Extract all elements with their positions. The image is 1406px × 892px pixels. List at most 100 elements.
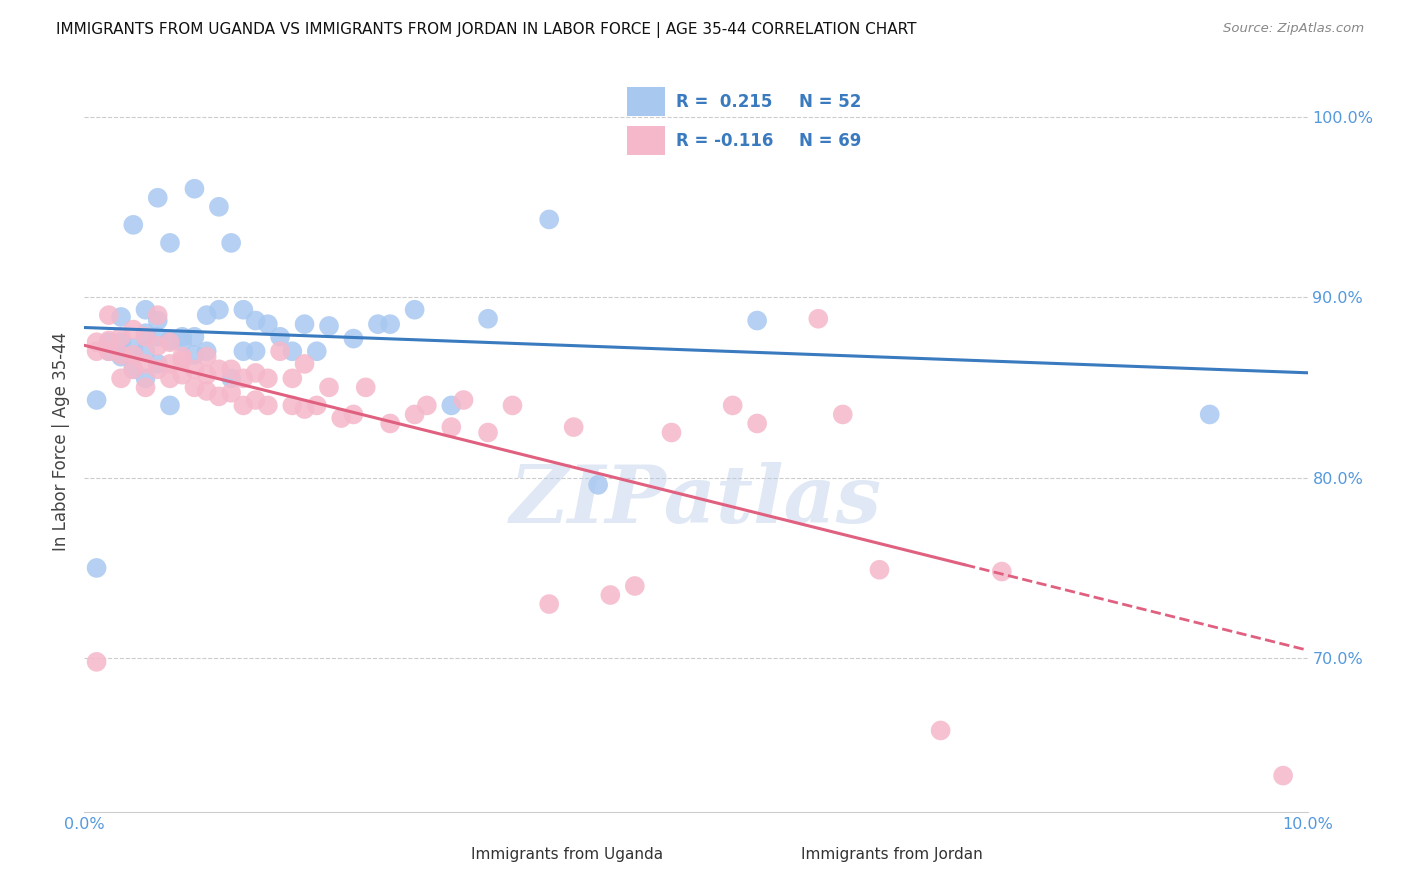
Point <box>146 191 169 205</box>
Point <box>86 344 108 359</box>
Point <box>208 302 231 317</box>
Point <box>159 357 181 371</box>
Point <box>195 368 218 382</box>
Point <box>624 579 647 593</box>
Point <box>219 371 242 385</box>
Point <box>232 399 254 413</box>
Point <box>135 357 157 371</box>
Point <box>122 341 145 355</box>
Point <box>97 344 120 359</box>
Point <box>245 366 267 380</box>
Point <box>122 348 145 362</box>
Y-axis label: In Labor Force | Age 35-44: In Labor Force | Age 35-44 <box>52 332 70 551</box>
Point <box>281 344 304 359</box>
Point <box>807 311 830 326</box>
Point <box>477 425 499 440</box>
Point <box>245 344 267 359</box>
Point <box>257 399 280 413</box>
Point <box>294 402 316 417</box>
Point <box>831 408 853 422</box>
Point <box>281 399 304 413</box>
Point <box>538 212 561 227</box>
Point <box>342 332 364 346</box>
Point <box>146 339 169 353</box>
Point <box>110 371 132 385</box>
Point <box>661 425 683 440</box>
Point <box>110 348 132 362</box>
Point <box>135 344 157 359</box>
Point <box>305 344 328 359</box>
Point <box>929 723 952 738</box>
Point <box>257 371 280 385</box>
Point <box>110 335 132 350</box>
Text: ZIPatlas: ZIPatlas <box>510 462 882 540</box>
Point <box>232 371 254 385</box>
Point <box>146 313 169 327</box>
Point <box>146 330 169 344</box>
Point <box>219 235 242 250</box>
Point <box>135 330 157 344</box>
Point <box>219 385 242 400</box>
Point <box>330 411 353 425</box>
Point <box>195 384 218 398</box>
Point <box>146 362 169 376</box>
Point <box>97 335 120 350</box>
Point <box>318 318 340 333</box>
Point <box>122 218 145 232</box>
Point <box>146 357 169 371</box>
Point <box>183 362 205 376</box>
Point <box>110 310 132 324</box>
Point <box>195 344 218 359</box>
Point <box>146 308 169 322</box>
Point <box>135 326 157 341</box>
Point <box>232 344 254 359</box>
Text: IMMIGRANTS FROM UGANDA VS IMMIGRANTS FROM JORDAN IN LABOR FORCE | AGE 35-44 CORR: IMMIGRANTS FROM UGANDA VS IMMIGRANTS FRO… <box>56 22 917 38</box>
Point <box>232 302 254 317</box>
Point <box>97 308 120 322</box>
Point <box>257 317 280 331</box>
Point <box>416 399 439 413</box>
Point <box>380 417 402 431</box>
Point <box>502 399 524 413</box>
Point <box>1198 408 1220 422</box>
Text: Immigrants from Uganda: Immigrants from Uganda <box>471 847 664 862</box>
Point <box>380 317 402 331</box>
Point <box>208 200 231 214</box>
Point <box>538 597 561 611</box>
Point <box>159 235 181 250</box>
Point <box>183 380 205 394</box>
Point <box>404 302 426 317</box>
Point <box>245 313 267 327</box>
Point <box>562 420 585 434</box>
Point <box>281 371 304 385</box>
Point <box>135 380 157 394</box>
Point <box>440 399 463 413</box>
Point <box>122 362 145 376</box>
Point <box>477 311 499 326</box>
Point <box>195 308 218 322</box>
Point <box>159 335 181 350</box>
Point <box>172 335 194 350</box>
Text: Source: ZipAtlas.com: Source: ZipAtlas.com <box>1223 22 1364 36</box>
Text: Immigrants from Jordan: Immigrants from Jordan <box>801 847 983 862</box>
Point <box>318 380 340 394</box>
Point <box>599 588 621 602</box>
Point <box>86 392 108 407</box>
Point <box>219 362 242 376</box>
Point <box>354 380 377 394</box>
Point <box>183 330 205 344</box>
Point <box>991 565 1014 579</box>
Point <box>135 302 157 317</box>
Point <box>586 478 609 492</box>
Point <box>208 389 231 403</box>
Point <box>97 344 120 359</box>
Point <box>86 561 108 575</box>
Point <box>159 334 181 348</box>
Point <box>86 655 108 669</box>
Point <box>172 330 194 344</box>
Point <box>245 392 267 407</box>
Point <box>294 357 316 371</box>
Point <box>159 371 181 385</box>
Point <box>269 330 291 344</box>
Point <box>110 330 132 344</box>
